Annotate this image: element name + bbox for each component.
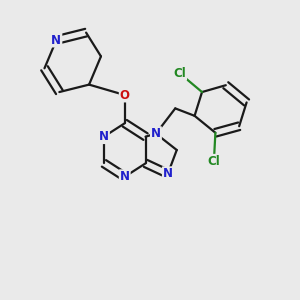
Text: N: N <box>51 34 62 46</box>
Text: N: N <box>120 170 130 183</box>
Text: N: N <box>99 130 109 143</box>
Text: N: N <box>163 167 173 180</box>
Text: Cl: Cl <box>173 67 186 80</box>
Text: O: O <box>120 88 130 101</box>
Text: Cl: Cl <box>208 155 220 168</box>
Text: N: N <box>151 127 161 140</box>
